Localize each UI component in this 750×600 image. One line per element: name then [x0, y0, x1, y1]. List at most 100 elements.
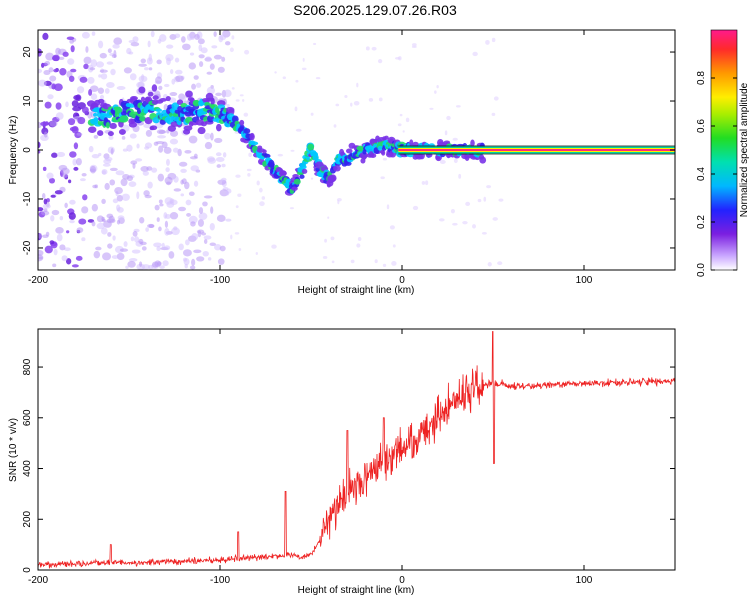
spectrogram-noise-blob — [107, 243, 113, 249]
spectrogram-noise-blob — [158, 85, 163, 91]
spectrogram-noise-blob — [213, 54, 222, 60]
spectrogram-noise-blob — [43, 198, 48, 205]
spectrogram-noise-blob — [103, 158, 112, 164]
spectrogram-noise-blob — [93, 250, 101, 259]
spectrogram-noise-blob — [68, 179, 72, 184]
spectrogram-y-tick-label: -10 — [22, 191, 33, 206]
spectrogram-signal-blob — [93, 116, 99, 123]
spectrogram-noise-blob — [125, 265, 129, 269]
spectrogram-noise-blob — [115, 170, 125, 176]
spectrogram-noise-blob — [158, 145, 164, 153]
snr-x-tick-label: -200 — [28, 575, 48, 586]
spectrogram-noise-blob — [191, 233, 199, 241]
spectrogram-noise-blob — [444, 130, 448, 136]
spectrogram-signal-blob — [239, 119, 245, 126]
spectrogram-noise-blob — [331, 260, 335, 264]
spectrogram-noise-blob — [130, 160, 138, 165]
spectrogram-noise-blob — [59, 68, 67, 76]
spectrogram-noise-blob — [374, 259, 378, 264]
spectrogram-noise-blob — [356, 82, 359, 88]
snr-series-line — [38, 331, 675, 569]
spectrogram-noise-blob — [434, 90, 437, 94]
spectrogram-noise-blob — [72, 158, 77, 166]
colorbar-tick-label: 0.4 — [696, 167, 707, 181]
spectrogram-signal-blob — [307, 143, 315, 151]
spectrogram-noise-blob — [193, 153, 198, 159]
spectrogram-noise-blob — [130, 236, 135, 242]
spectrogram-y-tick-label: -20 — [22, 240, 33, 255]
spectrogram-noise-blob — [68, 75, 75, 82]
spectrogram-noise-blob — [106, 61, 114, 65]
spectrogram-noise-blob — [68, 212, 76, 220]
spectrogram-noise-blob — [54, 190, 63, 195]
spectrogram-noise-blob — [109, 179, 116, 186]
spectrogram-noise-blob — [229, 47, 234, 53]
spectrogram-noise-blob — [67, 58, 75, 65]
spectrogram-noise-blob — [82, 194, 88, 201]
spectrogram-noise-blob — [41, 210, 50, 216]
snr-y-axis-label: SNR (10 * v/v) — [8, 418, 19, 482]
spectrogram-noise-blob — [55, 227, 64, 234]
spectrogram-noise-blob — [197, 218, 204, 227]
spectrogram-noise-blob — [271, 244, 277, 249]
spectrogram-noise-blob — [97, 87, 105, 94]
spectrogram-noise-blob — [76, 227, 84, 234]
spectrogram-noise-blob — [203, 235, 212, 240]
chart-title: S206.2025.129.07.26.R03 — [293, 2, 457, 18]
spectrogram-signal-blob — [333, 165, 341, 172]
spectrogram-noise-blob — [259, 201, 265, 207]
spectrogram-noise-blob — [336, 198, 342, 202]
spectrogram-noise-blob — [145, 129, 153, 137]
spectrogram-noise-blob — [52, 263, 57, 268]
spectrogram-noise-blob — [247, 172, 251, 177]
spectrogram-noise-blob — [111, 255, 119, 259]
spectrogram-noise-blob — [75, 255, 83, 261]
spectrogram-noise-blob — [144, 67, 149, 71]
spectrogram-noise-blob — [246, 168, 252, 172]
spectrogram-noise-blob — [215, 157, 225, 163]
spectrogram-noise-blob — [110, 68, 116, 76]
spectrogram-noise-blob — [497, 261, 503, 266]
spectrogram-noise-blob — [196, 256, 205, 262]
spectrogram-noise-blob — [197, 38, 205, 45]
spectrogram-noise-blob — [150, 30, 155, 38]
spectrogram-noise-blob — [164, 228, 170, 236]
spectrogram-noise-blob — [120, 178, 128, 187]
spectrogram-noise-blob — [66, 230, 70, 234]
spectrogram-signal-blob — [381, 150, 386, 156]
spectrogram-signal-blob — [155, 108, 162, 113]
spectrogram-noise-blob — [122, 148, 128, 152]
spectrogram-noise-blob — [141, 74, 145, 81]
spectrogram-x-tick-label: -100 — [210, 275, 230, 286]
colorbar: 0.0 0.2 0.4 0.6 0.8 Normalized spectral ampl… — [696, 29, 750, 277]
spectrogram-noise-blob — [38, 249, 44, 256]
spectrogram-noise-blob — [158, 226, 162, 232]
spectrogram-noise-blob — [225, 218, 232, 222]
spectrogram-noise-blob — [217, 258, 225, 265]
spectrogram-y-ticks: -20 -10 0 10 20 — [22, 46, 675, 255]
spectrogram-noise-blob — [190, 165, 199, 172]
spectrogram-noise-blob — [180, 193, 185, 197]
spectrogram-noise-blob — [138, 238, 144, 244]
spectrogram-noise-blob — [67, 118, 76, 126]
spectrogram-noise-blob — [116, 207, 124, 213]
spectrogram-noise-blob — [89, 67, 96, 71]
spectrogram-signal-blob — [97, 98, 105, 104]
spectrogram-signal-blob — [369, 153, 377, 159]
spectrogram-noise-blob — [209, 222, 215, 231]
spectrogram-noise-blob — [61, 255, 68, 262]
spectrogram-noise-blob — [356, 243, 361, 248]
spectrogram-signal-blob — [140, 96, 146, 102]
spectrogram-noise-blob — [112, 44, 120, 49]
spectrogram-noise-blob — [59, 215, 64, 221]
spectrogram-signal-blob — [216, 100, 226, 107]
spectrogram-noise-blob — [159, 265, 165, 269]
spectrogram-noise-blob — [81, 106, 89, 114]
spectrogram-noise-blob — [64, 202, 68, 209]
spectrogram-noise-blob — [151, 167, 158, 173]
spectrogram-noise-blob — [411, 43, 417, 47]
spectrogram-noise-blob — [81, 206, 89, 214]
spectrogram-noise-blob — [70, 68, 77, 73]
spectrogram-noise-blob — [255, 251, 258, 255]
spectrogram-signal-blob — [92, 112, 98, 117]
